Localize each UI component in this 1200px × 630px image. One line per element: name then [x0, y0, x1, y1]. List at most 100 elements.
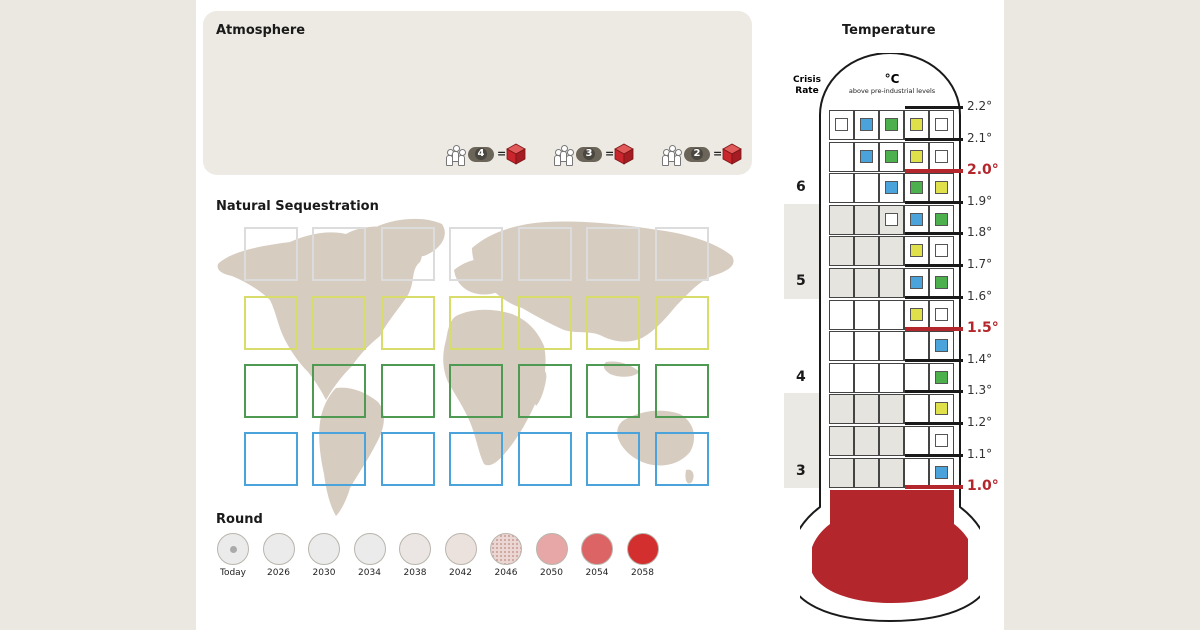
player-pawn-icon	[668, 145, 676, 162]
temperature-cell[interactable]	[854, 426, 879, 456]
temperature-cell[interactable]	[829, 362, 854, 393]
temperature-mark	[905, 358, 963, 362]
sequestration-slot[interactable]	[655, 364, 709, 418]
temperature-cell[interactable]	[854, 362, 879, 393]
temperature-cell[interactable]	[904, 394, 929, 425]
yellow-token	[935, 402, 948, 416]
green-token	[885, 149, 898, 163]
temperature-cell[interactable]	[829, 141, 854, 172]
temperature-cell[interactable]	[879, 362, 904, 393]
sequestration-slot[interactable]	[312, 296, 366, 350]
green-token	[935, 212, 948, 226]
round-space[interactable]	[399, 533, 431, 565]
temperature-cell[interactable]	[904, 362, 929, 393]
sequestration-slot[interactable]	[655, 227, 709, 281]
temperature-cell[interactable]	[829, 236, 854, 267]
player-conversion: 3 =	[554, 143, 634, 167]
temperature-cell[interactable]	[854, 204, 879, 235]
temperature-cell[interactable]	[829, 204, 854, 235]
sequestration-slot[interactable]	[381, 296, 435, 350]
temperature-label: 1.5°	[967, 320, 999, 337]
sequestration-slot[interactable]	[518, 432, 572, 486]
temperature-cell[interactable]	[854, 299, 879, 330]
temperature-cell[interactable]	[904, 426, 929, 456]
round-space[interactable]	[217, 533, 249, 565]
temperature-cell[interactable]	[879, 236, 904, 267]
temperature-label: 1.7°	[967, 257, 993, 271]
temperature-cell[interactable]	[879, 299, 904, 330]
blue-token	[910, 212, 923, 226]
sequestration-slot[interactable]	[586, 227, 640, 281]
sequestration-slot[interactable]	[381, 364, 435, 418]
temperature-cell[interactable]	[829, 331, 854, 362]
temperature-cell[interactable]	[854, 173, 879, 204]
temperature-cell[interactable]	[879, 457, 904, 488]
sequestration-slot[interactable]	[381, 432, 435, 486]
temperature-cell[interactable]	[854, 457, 879, 488]
sequestration-slot[interactable]	[381, 227, 435, 281]
sequestration-slot[interactable]	[449, 227, 503, 281]
temperature-cell[interactable]	[904, 331, 929, 362]
white-token	[935, 434, 948, 447]
sequestration-slot[interactable]	[449, 364, 503, 418]
temperature-cell[interactable]	[879, 331, 904, 362]
sequestration-slot[interactable]	[449, 432, 503, 486]
round-space[interactable]	[535, 533, 568, 565]
round-space[interactable]	[353, 533, 386, 565]
temperature-cell[interactable]	[879, 426, 904, 456]
sequestration-slot[interactable]	[655, 432, 709, 486]
temperature-cell[interactable]	[829, 426, 854, 456]
temperature-cell[interactable]	[904, 457, 929, 488]
blue-token	[860, 118, 873, 131]
temperature-cell[interactable]	[879, 394, 904, 425]
sequestration-slot[interactable]	[586, 364, 640, 418]
sequestration-slot[interactable]	[244, 364, 298, 418]
temperature-cell[interactable]	[854, 394, 879, 425]
pawn-body	[566, 155, 573, 166]
temperature-cell[interactable]	[854, 268, 879, 298]
round-label: 2058	[631, 568, 654, 578]
temperature-label: 1.2°	[967, 415, 993, 429]
temperature-cell[interactable]	[854, 236, 879, 267]
round-space[interactable]	[308, 533, 340, 565]
temperature-mark	[905, 295, 963, 299]
temperature-cell[interactable]	[829, 173, 854, 204]
pawn-body	[674, 155, 681, 166]
temperature-cell[interactable]	[854, 331, 879, 362]
round-space[interactable]	[626, 533, 659, 565]
sequestration-slot[interactable]	[518, 364, 572, 418]
round-space[interactable]	[490, 533, 522, 565]
sequestration-slot[interactable]	[312, 227, 366, 281]
temperature-cell[interactable]	[829, 457, 854, 488]
round-space[interactable]	[262, 533, 295, 565]
temperature-cell[interactable]	[879, 204, 904, 235]
white-token	[935, 149, 948, 163]
temperature-mark	[905, 137, 963, 141]
sequestration-slot[interactable]	[244, 296, 298, 350]
sequestration-slot[interactable]	[586, 432, 640, 486]
sequestration-slot[interactable]	[518, 296, 572, 350]
sequestration-slot[interactable]	[244, 432, 298, 486]
temperature-cell[interactable]	[879, 268, 904, 298]
temperature-label: 1.3°	[967, 383, 993, 398]
temperature-cell[interactable]	[829, 299, 854, 330]
sequestration-slot[interactable]	[312, 364, 366, 418]
sequestration-slot[interactable]	[586, 296, 640, 350]
sequestration-slot[interactable]	[244, 227, 298, 281]
mercury-bulb	[809, 490, 975, 605]
sequestration-slot[interactable]	[312, 432, 366, 486]
player-count: 3	[583, 148, 595, 160]
sequestration-slot[interactable]	[655, 296, 709, 350]
celsius-unit-subtitle: above pre-industrial levels	[848, 87, 936, 95]
equals-sign: =	[497, 147, 507, 160]
round-space[interactable]	[581, 533, 613, 565]
temperature-cell[interactable]	[829, 394, 854, 425]
blue-token	[935, 339, 948, 353]
sequestration-slot[interactable]	[449, 296, 503, 350]
temperature-cell[interactable]	[879, 173, 904, 204]
round-space[interactable]	[444, 533, 477, 565]
temperature-cell[interactable]	[829, 268, 854, 298]
sequestration-slot[interactable]	[518, 227, 572, 281]
player-count-badge: 3	[576, 147, 602, 162]
temperature-mark	[905, 453, 963, 457]
